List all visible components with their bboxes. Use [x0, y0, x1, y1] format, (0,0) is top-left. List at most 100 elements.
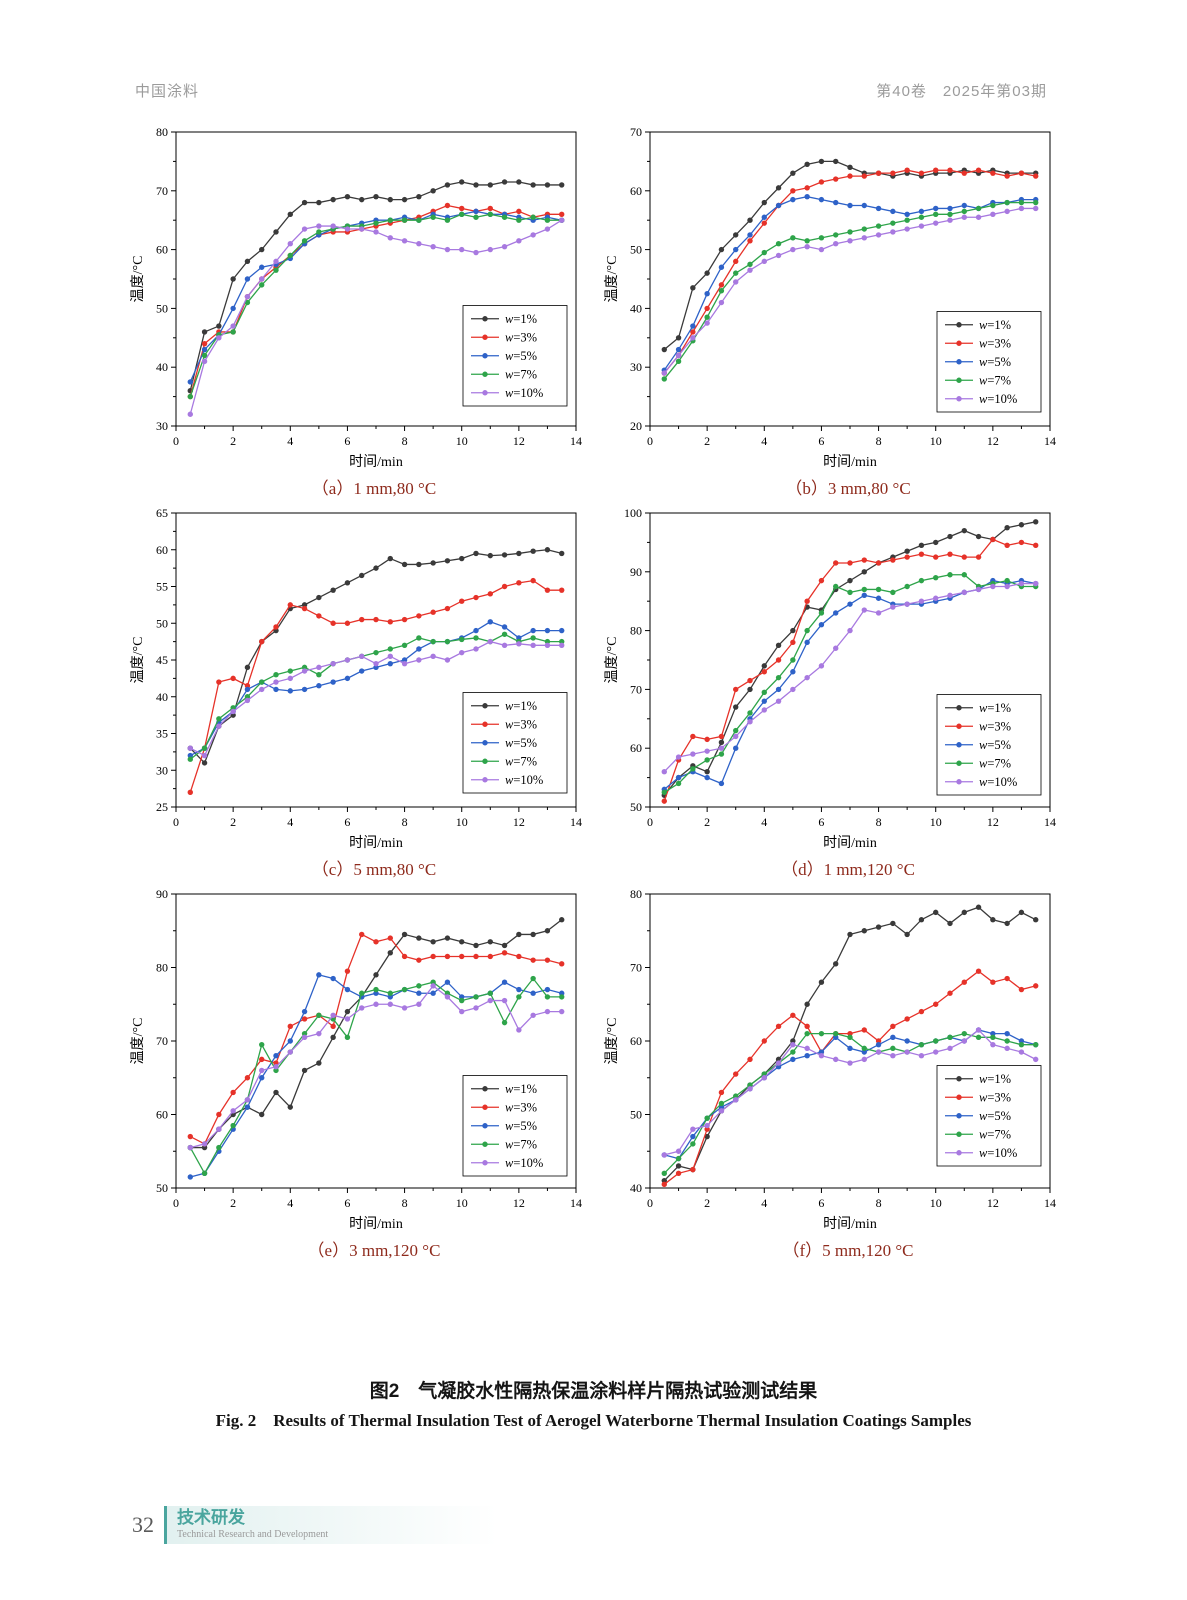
svg-text:70: 70: [156, 184, 168, 198]
svg-text:40: 40: [630, 1181, 642, 1195]
svg-text:2: 2: [704, 434, 710, 448]
svg-text:6: 6: [818, 434, 824, 448]
svg-text:0: 0: [173, 1196, 179, 1210]
svg-text:6: 6: [344, 815, 350, 829]
svg-text:w=5%: w=5%: [505, 349, 537, 363]
svg-text:60: 60: [156, 543, 168, 557]
svg-text:90: 90: [156, 887, 168, 901]
svg-text:w=10%: w=10%: [505, 386, 543, 400]
svg-text:80: 80: [630, 624, 642, 638]
svg-text:8: 8: [876, 815, 882, 829]
svg-text:w=7%: w=7%: [505, 754, 537, 768]
svg-text:60: 60: [630, 741, 642, 755]
chart-f: 0 2 4 6 8 10 12 14 40 50 60 70 80 时间/min 温度/°C w=1% w=3%…: [602, 884, 1064, 1261]
svg-text:w=1%: w=1%: [979, 1072, 1011, 1086]
svg-text:w=3%: w=3%: [505, 330, 537, 344]
svg-text:12: 12: [987, 815, 999, 829]
svg-text:60: 60: [630, 184, 642, 198]
svg-text:6: 6: [818, 815, 824, 829]
svg-text:70: 70: [630, 125, 642, 139]
chart-b: 0 2 4 6 8 10 12 14 20 30 40 50 60 70 时间/min 温度/°C w=1% w=…: [602, 122, 1064, 499]
svg-text:90: 90: [630, 565, 642, 579]
svg-text:8: 8: [402, 1196, 408, 1210]
svg-text:w=1%: w=1%: [505, 1082, 537, 1096]
svg-text:时间/min: 时间/min: [349, 835, 403, 851]
svg-text:14: 14: [1044, 434, 1056, 448]
svg-text:70: 70: [156, 1034, 168, 1048]
svg-text:w=5%: w=5%: [979, 738, 1011, 752]
svg-text:2: 2: [704, 815, 710, 829]
chart-d: 0 2 4 6 8 10 12 14 50 60 70 80 90 100 时间/min 温度/°C w=1% w…: [602, 503, 1064, 880]
svg-text:8: 8: [876, 1196, 882, 1210]
svg-text:8: 8: [402, 815, 408, 829]
svg-text:2: 2: [230, 434, 236, 448]
svg-text:65: 65: [156, 506, 168, 520]
svg-text:60: 60: [156, 1108, 168, 1122]
svg-text:时间/min: 时间/min: [823, 454, 877, 470]
chart-c-caption: （c）5 mm,80 °C: [311, 860, 437, 879]
section-banner: 技术研发 Technical Research and Development: [164, 1506, 499, 1544]
svg-text:温度/°C: 温度/°C: [130, 256, 146, 303]
chart-svg-c: 0 2 4 6 8 10 12 14 25 30 35 40 45 50 55 60 65 时间/min 温度/°C…: [130, 506, 582, 851]
svg-text:4: 4: [287, 434, 293, 448]
svg-text:55: 55: [156, 580, 168, 594]
svg-text:25: 25: [156, 800, 168, 814]
svg-text:50: 50: [156, 616, 168, 630]
svg-text:温度/°C: 温度/°C: [604, 637, 620, 684]
svg-text:10: 10: [456, 815, 468, 829]
svg-text:w=10%: w=10%: [505, 773, 543, 787]
page-header: 中国涂料 第40卷 2025年第03期: [135, 80, 1047, 101]
svg-text:w=10%: w=10%: [979, 1146, 1017, 1160]
figure-caption-en: Fig. 2 Results of Thermal Insulation Tes…: [215, 1411, 972, 1430]
svg-text:0: 0: [173, 434, 179, 448]
chart-svg-e: 0 2 4 6 8 10 12 14 50 60 70 80 90 时间/min 温度/°C w=1% w=3%…: [130, 887, 582, 1232]
svg-text:10: 10: [930, 815, 942, 829]
svg-text:0: 0: [647, 1196, 653, 1210]
page-number: 32: [132, 1512, 154, 1538]
svg-text:8: 8: [402, 434, 408, 448]
chart-f-caption: （f）5 mm,120 °C: [782, 1241, 914, 1260]
svg-text:w=10%: w=10%: [979, 392, 1017, 406]
page-footer: 32 技术研发 Technical Research and Developme…: [132, 1506, 499, 1544]
svg-text:40: 40: [630, 301, 642, 315]
svg-text:4: 4: [287, 1196, 293, 1210]
svg-text:10: 10: [930, 1196, 942, 1210]
svg-text:70: 70: [630, 682, 642, 696]
svg-text:w=3%: w=3%: [505, 1100, 537, 1114]
svg-text:w=5%: w=5%: [979, 1109, 1011, 1123]
svg-text:14: 14: [570, 1196, 582, 1210]
chart-d-caption: （d）1 mm,120 °C: [781, 860, 915, 879]
svg-text:w=7%: w=7%: [979, 373, 1011, 387]
svg-text:14: 14: [1044, 1196, 1056, 1210]
svg-text:w=3%: w=3%: [979, 719, 1011, 733]
svg-text:30: 30: [156, 763, 168, 777]
svg-text:8: 8: [876, 434, 882, 448]
svg-text:60: 60: [156, 243, 168, 257]
chart-c-plot: 0 2 4 6 8 10 12 14 25 30 35 40 45 50 55 60 65 时间/min 温度/°C…: [128, 503, 590, 855]
svg-text:w=5%: w=5%: [505, 1119, 537, 1133]
svg-text:w=1%: w=1%: [979, 701, 1011, 715]
svg-text:12: 12: [513, 434, 525, 448]
svg-text:w=3%: w=3%: [505, 717, 537, 731]
section-title-cn: 技术研发: [177, 1508, 245, 1528]
svg-text:6: 6: [344, 1196, 350, 1210]
chart-d-plot: 0 2 4 6 8 10 12 14 50 60 70 80 90 100 时间/min 温度/°C w=1% w…: [602, 503, 1064, 855]
chart-svg-f: 0 2 4 6 8 10 12 14 40 50 60 70 80 时间/min 温度/°C w=1% w=3%…: [604, 887, 1056, 1232]
svg-text:w=5%: w=5%: [979, 355, 1011, 369]
svg-text:2: 2: [704, 1196, 710, 1210]
svg-text:60: 60: [630, 1034, 642, 1048]
svg-text:2: 2: [230, 815, 236, 829]
svg-text:w=3%: w=3%: [979, 336, 1011, 350]
svg-text:30: 30: [630, 360, 642, 374]
journal-name: 中国涂料: [135, 83, 200, 100]
figure-caption-cn: 图2 气凝胶水性隔热保温涂料样片隔热试验测试结果: [369, 1381, 818, 1402]
svg-text:时间/min: 时间/min: [349, 454, 403, 470]
svg-text:14: 14: [570, 434, 582, 448]
svg-text:温度/°C: 温度/°C: [604, 256, 620, 303]
svg-text:时间/min: 时间/min: [823, 1216, 877, 1232]
svg-text:w=7%: w=7%: [505, 1137, 537, 1151]
svg-text:45: 45: [156, 653, 168, 667]
chart-e: 0 2 4 6 8 10 12 14 50 60 70 80 90 时间/min 温度/°C w=1% w=3%…: [128, 884, 590, 1261]
svg-text:10: 10: [456, 1196, 468, 1210]
svg-text:80: 80: [156, 961, 168, 975]
